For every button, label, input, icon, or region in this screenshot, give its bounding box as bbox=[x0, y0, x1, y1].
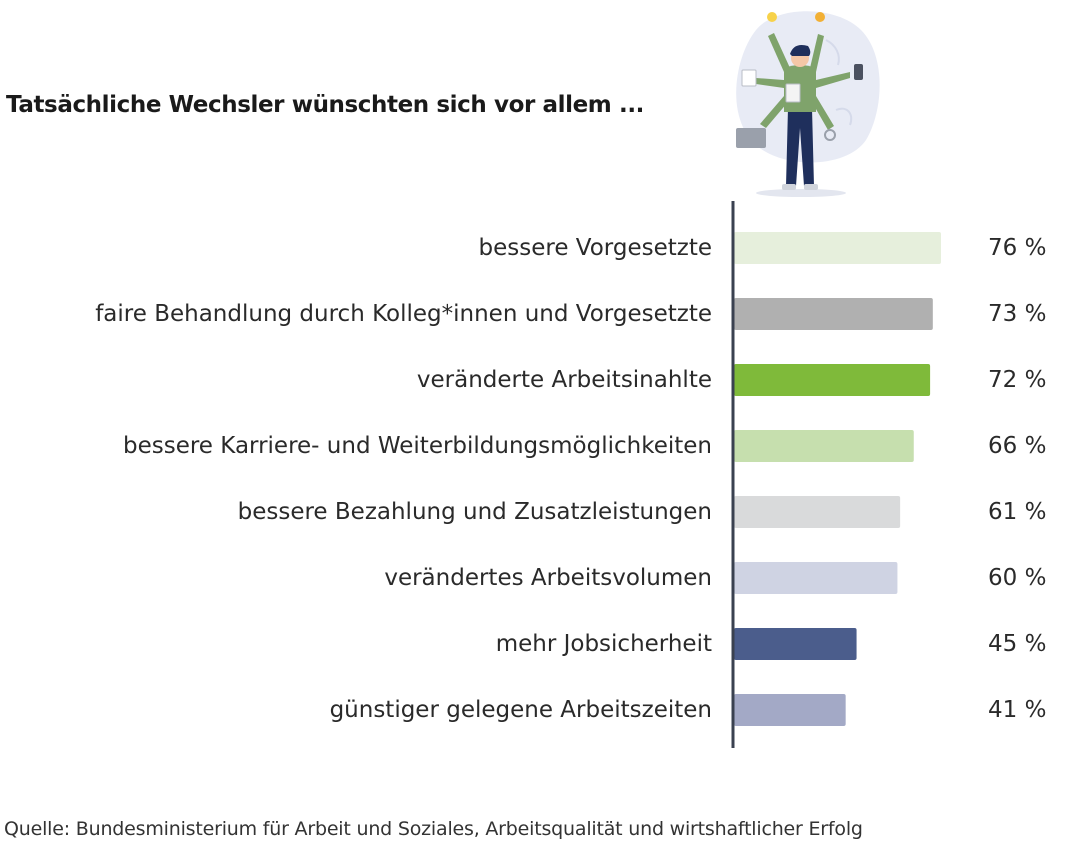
bar-2 bbox=[734, 298, 933, 330]
value-label: 72 % bbox=[988, 367, 1046, 393]
category-label: bessere Bezahlung und Zusatzleistungen bbox=[238, 499, 712, 525]
value-label: 61 % bbox=[988, 499, 1046, 525]
bar-chart: bessere Vorgesetzte 76 % faire Behandlung … bbox=[95, 201, 1046, 748]
bar-3 bbox=[734, 364, 931, 396]
category-label: bessere Karriere- und Weiterbildungsmögl… bbox=[123, 433, 712, 459]
value-label: 41 % bbox=[988, 697, 1046, 723]
bar-6 bbox=[734, 562, 898, 594]
chart-title: Tatsächliche Wechsler wünschten sich vor… bbox=[6, 92, 644, 118]
bar-4 bbox=[734, 430, 914, 462]
value-label: 45 % bbox=[988, 631, 1046, 657]
category-label: mehr Jobsicherheit bbox=[496, 631, 712, 657]
source-note: Quelle: Bundesministerium für Arbeit und… bbox=[4, 818, 863, 840]
category-label: bessere Vorgesetzte bbox=[479, 235, 713, 261]
bar-1 bbox=[734, 232, 941, 264]
value-label: 66 % bbox=[988, 433, 1046, 459]
value-label: 76 % bbox=[988, 235, 1046, 261]
value-label: 73 % bbox=[988, 301, 1046, 327]
person-multitasking-illustration bbox=[736, 11, 880, 197]
category-label: verändertes Arbeitsvolumen bbox=[384, 565, 712, 591]
bar-8 bbox=[734, 694, 846, 726]
category-label: faire Behandlung durch Kolleg*innen und … bbox=[95, 301, 712, 327]
category-label: veränderte Arbeitsinahlte bbox=[417, 367, 712, 393]
category-label: günstiger gelegene Arbeitszeiten bbox=[330, 697, 712, 723]
bar-5 bbox=[734, 496, 901, 528]
value-label: 60 % bbox=[988, 565, 1046, 591]
bars: bessere Vorgesetzte 76 % faire Behandlung … bbox=[95, 232, 1046, 726]
bar-7 bbox=[734, 628, 857, 660]
